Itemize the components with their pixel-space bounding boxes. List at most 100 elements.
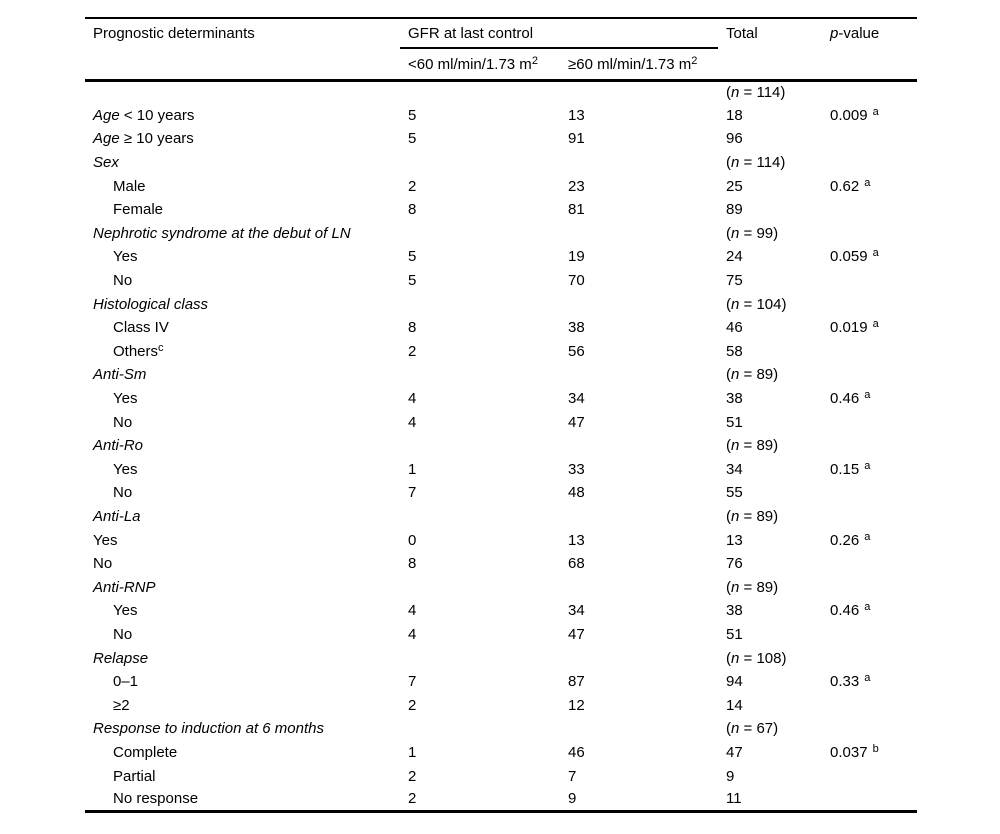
cell-gfr-lt60: 2: [408, 790, 417, 808]
text-part: 99: [756, 224, 774, 242]
table-row: 0–1 7 87 94 0.33 a: [85, 670, 917, 694]
text-part: ): [781, 295, 787, 313]
cell-p-value: [822, 788, 917, 812]
text-part: Anti-Sm: [93, 366, 147, 384]
text-part: Sex: [93, 154, 119, 172]
cell-p-value: 0.26 a: [822, 528, 917, 552]
text-part: 67: [756, 720, 774, 738]
cell-total: (n = 99): [718, 222, 822, 246]
cell-total: 58: [718, 340, 822, 364]
text-part: 0–1: [113, 673, 139, 691]
superscript-2: 2: [691, 55, 698, 67]
cell-total: 96: [718, 127, 822, 151]
text-part: =: [739, 578, 757, 596]
superscript: a: [864, 530, 871, 543]
table-row: No response 2 9 11: [85, 788, 917, 812]
table-row: Yes 1 33 34 0.15 a: [85, 458, 917, 482]
row-label: Partial: [85, 764, 400, 788]
cell-p-value: [822, 505, 917, 529]
cell-p-value: 0.019 a: [822, 316, 917, 340]
table-row: Histological class (n = 104): [85, 292, 917, 316]
row-label: Yes: [85, 387, 400, 411]
row-label: Age < 10 years: [85, 104, 400, 128]
row-label: 0–1: [85, 670, 400, 694]
cell-gfr-gte60: [560, 222, 718, 246]
row-label: Sex: [85, 151, 400, 175]
text-part: 0.019: [830, 319, 868, 337]
cell-p-value: [822, 410, 917, 434]
text-part: 96: [726, 130, 743, 148]
cell-gfr-lt60: [400, 151, 560, 175]
text-part: =: [739, 84, 757, 102]
cell-gfr-lt60: 8: [408, 201, 417, 219]
cell-gfr-lt60: [400, 80, 560, 104]
text-part: =: [739, 295, 757, 313]
table-row: (n = 114): [85, 80, 917, 104]
text-part: 38: [726, 602, 743, 620]
superscript: a: [872, 247, 879, 260]
text-part: 46: [726, 319, 743, 337]
cell-p-value: [822, 340, 917, 364]
row-label: No: [85, 481, 400, 505]
superscript: a: [864, 459, 871, 472]
cell-p-value: [822, 693, 917, 717]
superscript: a: [864, 176, 871, 189]
text-part: 114: [756, 84, 781, 102]
text-part: ): [773, 507, 779, 525]
text-part: Yes: [113, 460, 138, 478]
header-total: Total: [726, 25, 758, 42]
superscript: b: [872, 742, 879, 755]
table-row: Anti-RNP (n = 89): [85, 575, 917, 599]
cell-gfr-gte60: 68: [568, 555, 585, 573]
text-part: Class IV: [113, 319, 169, 337]
row-label: Yes: [85, 458, 400, 482]
text-part: (: [726, 154, 732, 172]
p-value-rest: -value: [838, 25, 880, 42]
table-row: Yes 4 34 38 0.46 a: [85, 387, 917, 411]
text-part: 34: [726, 460, 743, 478]
table-row: Complete 1 46 47 0.037 b: [85, 741, 917, 765]
row-label: No: [85, 269, 400, 293]
cell-gfr-gte60: [560, 80, 718, 104]
cell-gfr-lt60: 4: [408, 625, 417, 643]
cell-gfr-lt60: [400, 363, 560, 387]
row-label: Yes: [85, 245, 400, 269]
table-row: No 4 47 51: [85, 623, 917, 647]
cell-p-value: [822, 292, 917, 316]
table-row: ≥2 2 12 14: [85, 693, 917, 717]
text-part: Yes: [113, 390, 138, 408]
text-part: 0.009: [830, 106, 868, 124]
text-part: 9: [726, 767, 735, 785]
table-header: Prognostic determinants GFR at last cont…: [85, 18, 918, 80]
cell-p-value: [822, 127, 917, 151]
cell-p-value: 0.46 a: [822, 599, 917, 623]
table-row: No 4 47 51: [85, 410, 917, 434]
cell-total: 11: [718, 788, 822, 812]
cell-total: (n = 114): [718, 151, 822, 175]
cell-total: 18: [718, 104, 822, 128]
text-part: 94: [726, 673, 743, 691]
row-label: Yes: [85, 599, 400, 623]
text-part: n: [731, 366, 740, 384]
row-label: No: [85, 623, 400, 647]
cell-gfr-gte60: [560, 151, 718, 175]
cell-total: 94: [718, 670, 822, 694]
row-label: ≥2: [85, 693, 400, 717]
cell-gfr-lt60: 0: [408, 531, 417, 549]
text-part: Complete: [113, 743, 178, 761]
text-part: ): [773, 720, 779, 738]
text-part: Anti-La: [93, 507, 141, 525]
row-label: Nephrotic syndrome at the debut of LN: [85, 222, 400, 246]
text-part: No: [113, 484, 133, 502]
text-part: =: [739, 507, 757, 525]
table-row: Relapse (n = 108): [85, 646, 917, 670]
cell-p-value: 0.33 a: [822, 670, 917, 694]
text-part: n: [731, 154, 740, 172]
table-row: Sex (n = 114): [85, 151, 917, 175]
text-part: 76: [726, 555, 743, 573]
cell-gfr-lt60: 8: [408, 555, 417, 573]
table-body: (n = 114) Age < 10 years 5 13 18 0.009 a Age ≥ …: [85, 80, 917, 811]
cell-gfr-lt60: 1: [408, 743, 417, 761]
table-row: Age < 10 years 5 13 18 0.009 a: [85, 104, 917, 128]
text-part: (: [726, 366, 732, 384]
